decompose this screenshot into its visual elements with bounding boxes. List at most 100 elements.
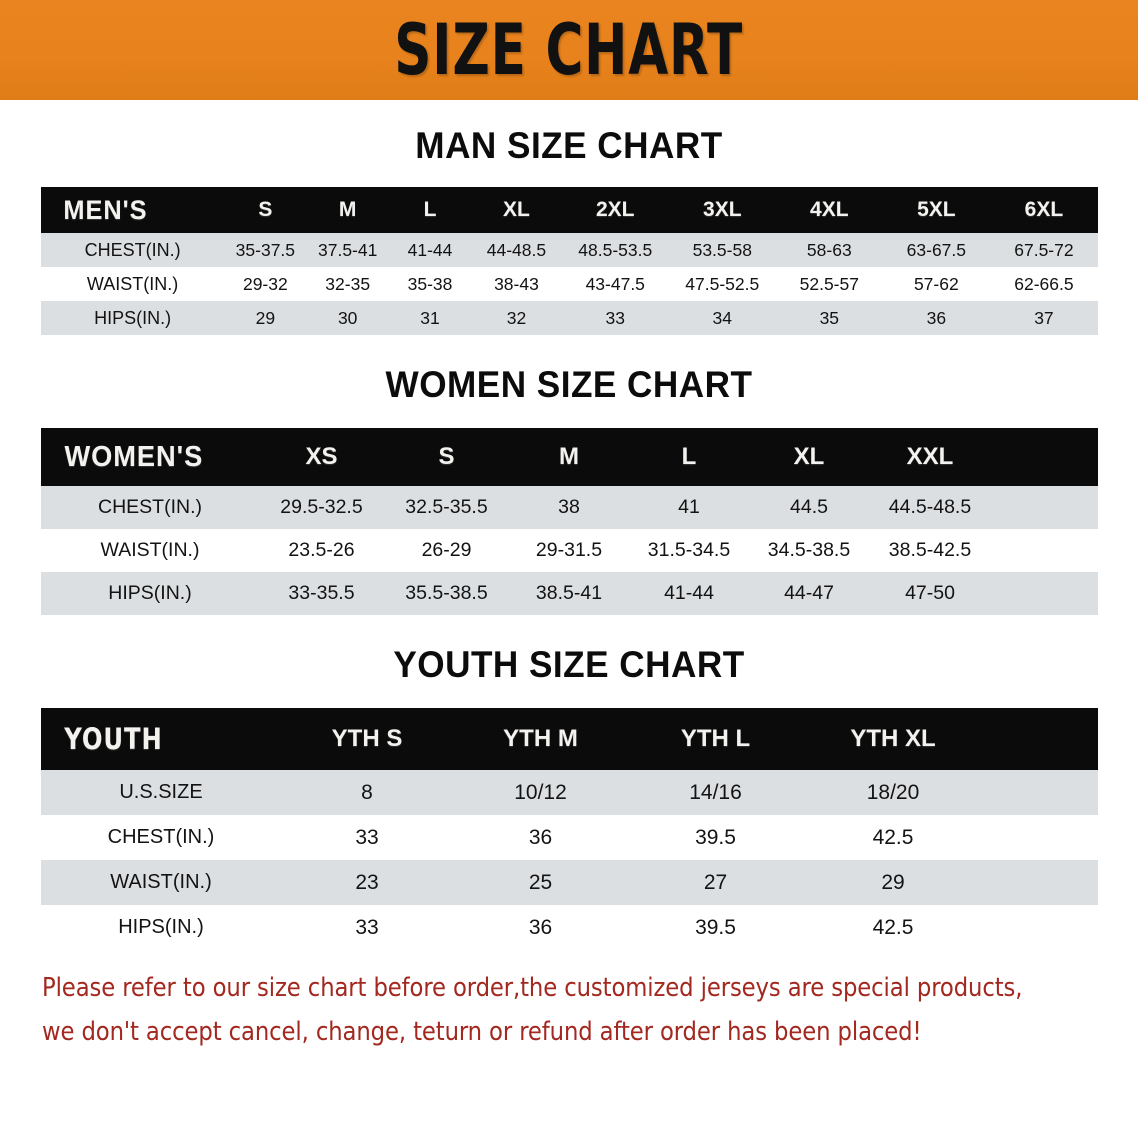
men-hips-l: 31	[420, 307, 440, 328]
women-col-header-s: S	[438, 443, 455, 470]
men-waist-s: 29-32	[242, 273, 288, 294]
men-col-header-6xl: 6XL	[1024, 198, 1064, 221]
men-chest-xl: 44-48.5	[486, 239, 547, 260]
table-row: WAIST(IN.) 23 25 27 29	[41, 860, 1098, 905]
men-row-label-chest: CHEST(IN.)	[84, 239, 181, 260]
men-hips-m: 30	[337, 307, 358, 328]
men-waist-xl: 38-43	[494, 273, 539, 294]
youth-ussize-s: 8	[361, 780, 373, 804]
table-row: U.S.SIZE 8 10/12 14/16 18/20	[41, 770, 1098, 815]
youth-hips-s: 33	[355, 915, 379, 939]
footer-disclaimer: Please refer to our size chart before or…	[0, 966, 1138, 1054]
men-col-header-m: M	[338, 198, 357, 221]
youth-row-label-chest: CHEST(IN.)	[107, 826, 215, 848]
men-chest-s: 35-37.5	[235, 239, 296, 260]
youth-row-label-waist: WAIST(IN.)	[110, 871, 212, 893]
men-hips-xl: 32	[506, 307, 527, 328]
youth-chest-m: 36	[528, 825, 553, 849]
youth-chest-l: 39.5	[695, 825, 736, 849]
youth-ussize-l: 14/16	[689, 780, 742, 804]
youth-ussize-xl: 18/20	[866, 780, 920, 804]
youth-chest-spacer	[983, 815, 1098, 860]
men-chest-4xl: 58-63	[806, 239, 852, 260]
youth-hips-spacer	[983, 905, 1098, 950]
men-col-header-3xl: 3XL	[703, 198, 742, 221]
youth-waist-s: 23	[355, 870, 379, 894]
men-col-header-4xl: 4XL	[810, 198, 849, 221]
men-hips-4xl: 35	[819, 307, 840, 328]
men-row-label-hips: HIPS(IN.)	[94, 307, 172, 328]
footer-disclaimer-line-2: we don't accept cancel, change, teturn o…	[42, 1017, 922, 1047]
men-waist-6xl: 62-66.5	[1014, 273, 1074, 294]
men-table-header-row: MEN'S S M L XL 2XL 3XL 4XL 5XL 6XL	[41, 187, 1098, 233]
man-section-title: MAN SIZE CHART	[415, 125, 723, 166]
youth-waist-m: 25	[528, 870, 553, 894]
women-header-spacer	[991, 428, 1098, 486]
men-chest-5xl: 63-67.5	[906, 239, 967, 260]
youth-waist-l: 27	[703, 870, 728, 894]
youth-header-label: YOUTH	[64, 722, 163, 756]
women-table-wrapper: WOMEN'S XS S M L XL XXL CHEST(IN.) 29.5-…	[0, 428, 1138, 615]
women-row-label-chest: CHEST(IN.)	[98, 496, 202, 518]
men-col-header-5xl: 5XL	[917, 198, 956, 221]
men-col-header-xl: XL	[503, 198, 530, 221]
footer-disclaimer-line-1: Please refer to our size chart before or…	[42, 973, 1023, 1003]
men-hips-s: 29	[255, 307, 276, 328]
women-chest-s: 32.5-35.5	[405, 496, 488, 518]
women-hips-m: 38.5-41	[535, 582, 603, 604]
men-waist-m: 32-35	[325, 273, 371, 294]
page-banner: SIZE CHART	[0, 0, 1138, 100]
women-waist-xs: 23.5-26	[288, 539, 355, 561]
men-waist-3xl: 47.5-52.5	[685, 273, 760, 294]
women-row-label-waist: WAIST(IN.)	[100, 539, 200, 561]
men-col-header-2xl: 2XL	[595, 198, 635, 221]
table-row: HIPS(IN.) 33 36 39.5 42.5	[41, 905, 1098, 950]
men-chest-m: 37.5-41	[318, 239, 378, 260]
table-row: CHEST(IN.) 33 36 39.5 42.5	[41, 815, 1098, 860]
men-hips-6xl: 37	[1034, 307, 1054, 328]
women-table-header-row: WOMEN'S XS S M L XL XXL	[41, 428, 1098, 486]
women-chest-l: 41	[678, 496, 700, 518]
youth-col-header-xl: YTH XL	[850, 725, 936, 752]
youth-hips-xl: 42.5	[872, 915, 914, 939]
table-row: HIPS(IN.) 29 30 31 32 33 34 35 36 37	[41, 301, 1098, 335]
youth-row-label-us-size: U.S.SIZE	[119, 781, 203, 803]
women-chest-xs: 29.5-32.5	[280, 496, 363, 518]
table-row: HIPS(IN.) 33-35.5 35.5-38.5 38.5-41 41-4…	[41, 572, 1098, 615]
women-row-label-hips: HIPS(IN.)	[108, 582, 192, 604]
women-col-header-xxl: XXL	[906, 443, 954, 470]
women-hips-s: 35.5-38.5	[405, 582, 488, 604]
men-waist-5xl: 57-62	[913, 273, 959, 294]
youth-chest-xl: 42.5	[872, 825, 914, 849]
women-hips-xl: 44-47	[784, 582, 834, 604]
youth-hips-l: 39.5	[695, 915, 736, 939]
men-header-label: MEN'S	[63, 194, 148, 225]
men-waist-4xl: 52.5-57	[799, 273, 859, 294]
women-col-header-l: L	[681, 443, 697, 470]
men-waist-2xl: 43-47.5	[585, 273, 645, 294]
men-chest-l: 41-44	[407, 239, 453, 260]
men-chest-2xl: 48.5-53.5	[578, 239, 653, 260]
men-table-wrapper: MEN'S S M L XL 2XL 3XL 4XL 5XL 6XL CHEST…	[0, 187, 1138, 335]
youth-section-title: YOUTH SIZE CHART	[393, 644, 745, 685]
women-chest-xl: 44.5	[790, 496, 828, 518]
youth-header-spacer	[983, 708, 1098, 770]
women-hips-l: 41-44	[664, 582, 714, 604]
women-col-header-m: M	[559, 443, 579, 470]
men-chest-6xl: 67.5-72	[1014, 239, 1074, 260]
women-header-label: WOMEN'S	[64, 440, 204, 473]
youth-hips-m: 36	[528, 915, 553, 939]
women-waist-spacer	[991, 529, 1098, 572]
women-chest-xxl: 44.5-48.5	[888, 496, 972, 518]
women-chest-spacer	[991, 486, 1098, 529]
women-col-header-xl: XL	[793, 443, 825, 470]
youth-size-table: YOUTH YTH S YTH M YTH L YTH XL U.S.SIZE …	[41, 708, 1098, 950]
men-hips-5xl: 36	[926, 307, 947, 328]
men-hips-3xl: 34	[712, 307, 733, 328]
men-col-header-l: L	[423, 198, 437, 221]
youth-col-header-l: YTH L	[680, 725, 751, 752]
women-waist-xl: 34.5-38.5	[767, 539, 851, 561]
youth-ussize-m: 10/12	[514, 780, 567, 804]
women-hips-spacer	[991, 572, 1098, 615]
